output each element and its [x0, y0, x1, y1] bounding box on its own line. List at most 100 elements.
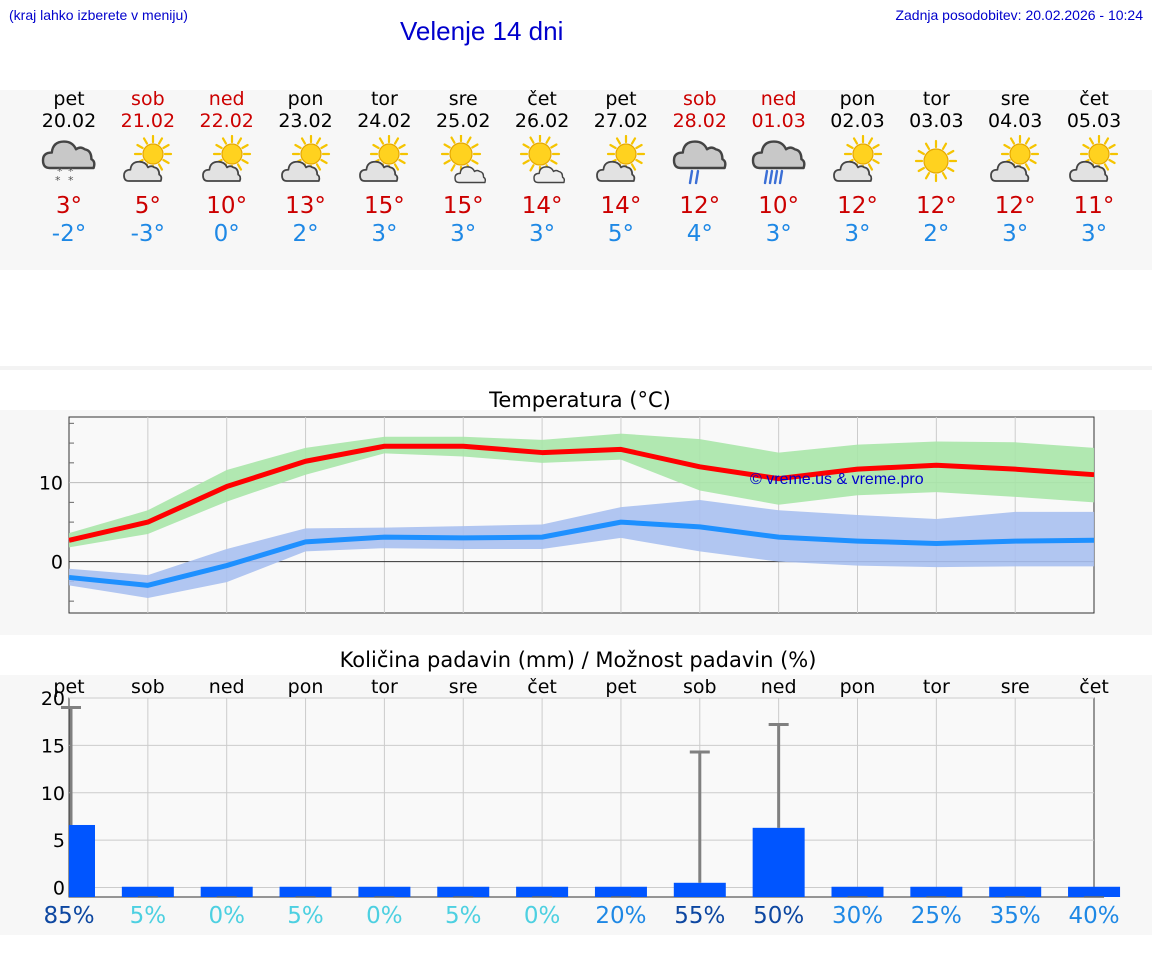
temp-min: 3° — [765, 221, 792, 247]
day-name: tor — [922, 88, 950, 110]
temp-min: 3° — [529, 221, 556, 247]
precip-day-name: ned — [760, 676, 797, 698]
temp-min: 5° — [607, 221, 634, 247]
svg-text:*: * — [68, 174, 74, 187]
day-name: ned — [760, 88, 797, 110]
precip-plot-area — [68, 697, 1095, 898]
precip-day-name: ned — [208, 676, 245, 698]
day-forecast-row: pet 20.02 * * * * 3° -2° sob 21.02 5° -3° ned 22.02 10… — [0, 88, 1152, 258]
temp-max: 11° — [1073, 193, 1115, 219]
day-name: ned — [208, 88, 245, 110]
location-hint: (kraj lahko izberete v meniju) — [9, 7, 188, 23]
temp-min: 3° — [1080, 221, 1108, 247]
temp-max: 10° — [206, 193, 248, 219]
temp-ytick-label: 10 — [39, 473, 63, 495]
day-name: pet — [53, 88, 85, 110]
precip-day-name: sob — [131, 676, 165, 698]
day-column: sob 21.02 5° -3° — [108, 88, 188, 248]
last-update: Zadnja posodobitev: 20.02.2026 - 10:24 — [895, 7, 1143, 23]
svg-text:*: * — [55, 174, 61, 187]
day-date: 22.02 — [199, 110, 254, 132]
rain-cloud-icon — [672, 140, 727, 185]
temp-max: 14° — [600, 193, 642, 219]
day-date: 24.02 — [357, 110, 412, 132]
snow-cloud-icon: * ** * — [41, 140, 96, 187]
temp-max: 10° — [758, 193, 800, 219]
temp-min-line — [68, 519, 1095, 588]
day-name: sre — [1000, 88, 1030, 110]
precip-day-name: čet — [527, 676, 557, 698]
day-date: 04.03 — [987, 110, 1043, 132]
precipitation-chart-title: Količina padavin (mm) / Možnost padavin … — [339, 648, 817, 672]
precip-bar — [673, 882, 726, 897]
temp-min: 3° — [844, 221, 871, 247]
precip-day-name: tor — [370, 676, 398, 698]
precip-bar — [516, 886, 569, 897]
precip-chance: 50% — [753, 903, 805, 929]
precip-bar — [279, 886, 332, 897]
day-column: čet 26.02 14° 3° — [502, 88, 582, 248]
precip-chance: 35% — [989, 903, 1041, 929]
precip-day-name: pet — [605, 676, 637, 698]
temp-max: 15° — [364, 193, 405, 219]
day-date: 20.02 — [41, 110, 97, 132]
day-name: sob — [683, 88, 717, 110]
precip-chance: 85% — [43, 903, 95, 929]
sun-cloud-icon — [280, 135, 330, 182]
precip-day-name: pet — [53, 676, 85, 698]
day-name: čet — [1079, 88, 1109, 110]
precip-day-name: čet — [1079, 676, 1109, 698]
temp-max: 3° — [55, 193, 83, 219]
precip-chance: 5% — [129, 903, 167, 929]
precip-chance: 0% — [366, 903, 403, 929]
sun-small-cloud-icon — [441, 135, 487, 184]
watermark: © vreme.us & vreme.pro — [750, 471, 924, 488]
day-date: 03.03 — [909, 110, 964, 132]
precip-bar — [121, 886, 174, 897]
precip-bar — [910, 886, 963, 897]
precip-day-name: sre — [1000, 676, 1030, 698]
precip-chance: 5% — [445, 903, 482, 929]
precip-chance: 30% — [831, 903, 884, 929]
temp-min: 3° — [1002, 221, 1029, 247]
temp-max: 12° — [915, 193, 957, 219]
temp-max: 13° — [285, 193, 326, 219]
temp-min: -2° — [51, 221, 87, 247]
temp-min-band — [69, 499, 1095, 598]
temp-min: 2° — [292, 221, 319, 247]
precip-ytick-label: 20 — [41, 688, 65, 710]
sun-small-cloud-icon — [519, 135, 566, 184]
day-column: sre 04.03 12° 3° — [975, 88, 1055, 248]
day-column: ned 01.03 10° 3° — [739, 88, 819, 248]
day-column: pon 23.02 13° 2° — [266, 88, 346, 248]
separator — [0, 366, 1152, 370]
temp-max-line — [68, 443, 1095, 543]
precip-day-name: sob — [683, 676, 717, 698]
day-column: tor 24.02 15° 3° — [344, 88, 424, 248]
precip-bar — [1068, 886, 1121, 897]
precip-bar — [831, 886, 884, 897]
sun-cloud-icon — [596, 135, 646, 182]
temp-max: 15° — [442, 193, 484, 219]
precip-chance: 5% — [287, 903, 324, 929]
precip-day-name: sre — [448, 676, 478, 698]
forecast-band — [0, 90, 1152, 270]
sun-cloud-icon — [359, 135, 409, 182]
sun-cloud-icon — [201, 135, 251, 182]
svg-text:*: * — [68, 165, 74, 178]
sun-icon — [915, 139, 958, 183]
precip-chance: 20% — [595, 903, 647, 929]
precip-chance: 40% — [1068, 903, 1120, 929]
day-column: tor 03.03 12° 2° — [896, 88, 976, 248]
day-date: 05.03 — [1066, 110, 1122, 132]
day-date: 25.02 — [436, 110, 491, 132]
temp-max: 5° — [134, 193, 161, 219]
precip-ytick-label: 10 — [41, 783, 65, 805]
precip-ytick-label: 15 — [41, 735, 65, 757]
temp-min: 3° — [371, 221, 398, 247]
day-column: pet 27.02 14° 5° — [581, 88, 661, 248]
precip-chance: 0% — [523, 903, 561, 929]
precip-day-name: tor — [922, 676, 950, 698]
day-name: sob — [131, 88, 165, 110]
temp-min: 0° — [213, 221, 240, 247]
